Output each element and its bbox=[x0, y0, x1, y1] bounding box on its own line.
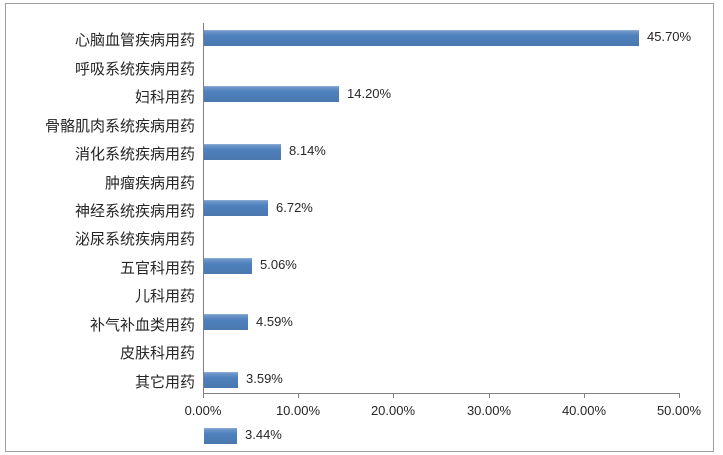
bar-2 bbox=[204, 86, 339, 103]
value-label-3: 8.14% bbox=[289, 142, 326, 158]
x-axis-tick-label: 20.00% bbox=[370, 403, 416, 418]
x-axis-tick-label: 40.00% bbox=[561, 403, 607, 418]
x-axis-tick bbox=[489, 394, 490, 398]
x-axis-tick bbox=[203, 394, 204, 398]
bar-row: 1.28% bbox=[204, 336, 680, 364]
bar-row: 2.17% bbox=[204, 279, 680, 307]
category-label-9: 五官科用药 bbox=[119, 260, 195, 277]
x-axis-tick bbox=[679, 394, 680, 398]
bar-1 bbox=[204, 30, 639, 46]
x-axis-tick-label: 10.00% bbox=[275, 403, 321, 418]
x-axis-tick-label: 30.00% bbox=[466, 403, 512, 418]
bar-3 bbox=[204, 143, 281, 160]
category-label-5: 消化系统疾病用药 bbox=[74, 146, 195, 163]
category-label-10: 儿科用药 bbox=[134, 288, 195, 305]
bar-row: 2.74% bbox=[204, 251, 680, 279]
category-label-1: 心脑血管疾病用药 bbox=[74, 32, 195, 49]
category-label-8: 泌尿系统疾病用药 bbox=[74, 231, 195, 248]
bar-row: 4.59% bbox=[204, 165, 680, 331]
bar-6 bbox=[204, 314, 248, 331]
category-label-12: 皮肤科用药 bbox=[119, 345, 195, 362]
x-axis-tick-label: 50.00% bbox=[656, 403, 702, 418]
category-label-6: 肿瘤疾病用药 bbox=[104, 175, 195, 192]
bar-8 bbox=[204, 428, 237, 445]
value-label-4: 6.72% bbox=[276, 200, 313, 216]
category-label-13: 其它用药 bbox=[134, 374, 195, 391]
bar-7 bbox=[204, 371, 238, 388]
bar-row: 14.20% bbox=[204, 51, 680, 103]
category-label-7: 神经系统疾病用药 bbox=[74, 203, 195, 220]
value-label-2: 14.20% bbox=[347, 86, 392, 102]
bar-row: 1.41% bbox=[204, 308, 680, 336]
bar-row: 6.72% bbox=[204, 108, 680, 217]
bar-4 bbox=[204, 200, 268, 217]
bar-row: 8.14% bbox=[204, 80, 680, 160]
bar-row: 3.44% bbox=[204, 222, 680, 445]
category-label-2: 呼吸系统疾病用药 bbox=[74, 61, 195, 78]
category-label-4: 骨骼肌肉系统疾病用药 bbox=[44, 118, 195, 135]
value-label-7: 3.59% bbox=[246, 370, 283, 386]
category-label-11: 补气补血类用药 bbox=[89, 317, 195, 334]
value-label-5: 5.06% bbox=[260, 256, 297, 272]
bar-5 bbox=[204, 257, 252, 274]
bar-row: 3.59% bbox=[204, 194, 680, 388]
category-label-3: 妇科用药 bbox=[134, 89, 195, 106]
x-axis-tick bbox=[584, 394, 585, 398]
chart-frame: 心脑血管疾病用药 呼吸系统疾病用药妇科用药骨骼肌肉系统疾病用药消化系统疾病用药肿瘤… bbox=[5, 3, 714, 452]
bar-row: 0.97% bbox=[204, 365, 680, 393]
value-label-6: 4.59% bbox=[256, 314, 293, 330]
plot-area: 45.70% 14.20% 8.14% 6.72% 5.06% 4.59% 3.59% 3.4… bbox=[203, 23, 691, 445]
x-axis-tick bbox=[393, 394, 394, 398]
x-axis-tick-label: 0.00% bbox=[184, 403, 222, 418]
value-label-8: 3.44% bbox=[245, 427, 282, 443]
value-label-1: 45.70% bbox=[647, 29, 692, 44]
bar-row: 45.70% bbox=[204, 23, 691, 51]
x-axis-tick bbox=[298, 394, 299, 398]
bar-row: 5.06% bbox=[204, 137, 680, 274]
